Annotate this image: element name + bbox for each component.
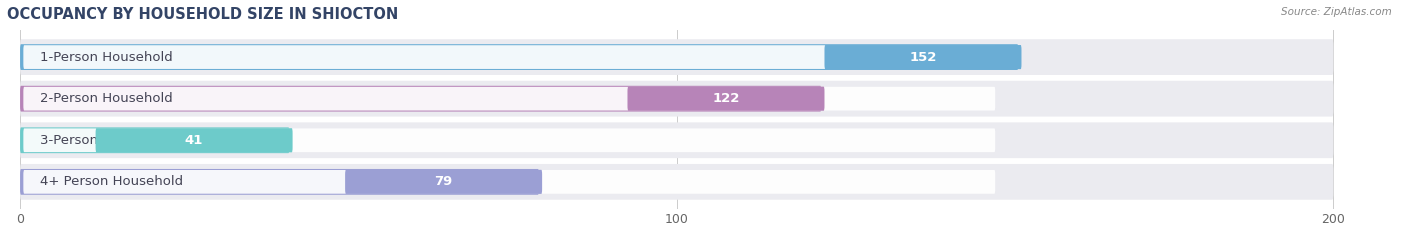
FancyBboxPatch shape — [24, 128, 995, 152]
FancyBboxPatch shape — [344, 170, 543, 194]
FancyBboxPatch shape — [20, 164, 1333, 200]
FancyBboxPatch shape — [627, 87, 824, 111]
FancyBboxPatch shape — [20, 122, 1333, 158]
FancyBboxPatch shape — [24, 45, 995, 69]
Text: Source: ZipAtlas.com: Source: ZipAtlas.com — [1281, 7, 1392, 17]
Text: 1-Person Household: 1-Person Household — [39, 51, 173, 64]
Text: OCCUPANCY BY HOUSEHOLD SIZE IN SHIOCTON: OCCUPANCY BY HOUSEHOLD SIZE IN SHIOCTON — [7, 7, 398, 22]
FancyBboxPatch shape — [20, 127, 290, 153]
FancyBboxPatch shape — [20, 81, 1333, 116]
FancyBboxPatch shape — [20, 86, 821, 112]
FancyBboxPatch shape — [24, 87, 995, 110]
FancyBboxPatch shape — [20, 169, 538, 195]
FancyBboxPatch shape — [24, 170, 995, 194]
Text: 3-Person Household: 3-Person Household — [39, 134, 173, 147]
FancyBboxPatch shape — [20, 44, 1018, 70]
Text: 2-Person Household: 2-Person Household — [39, 92, 173, 105]
Text: 122: 122 — [713, 92, 740, 105]
FancyBboxPatch shape — [20, 39, 1333, 75]
Text: 152: 152 — [910, 51, 936, 64]
Text: 41: 41 — [186, 134, 204, 147]
FancyBboxPatch shape — [96, 128, 292, 152]
Text: 4+ Person Household: 4+ Person Household — [39, 175, 183, 188]
FancyBboxPatch shape — [824, 45, 1022, 69]
Text: 79: 79 — [434, 175, 453, 188]
